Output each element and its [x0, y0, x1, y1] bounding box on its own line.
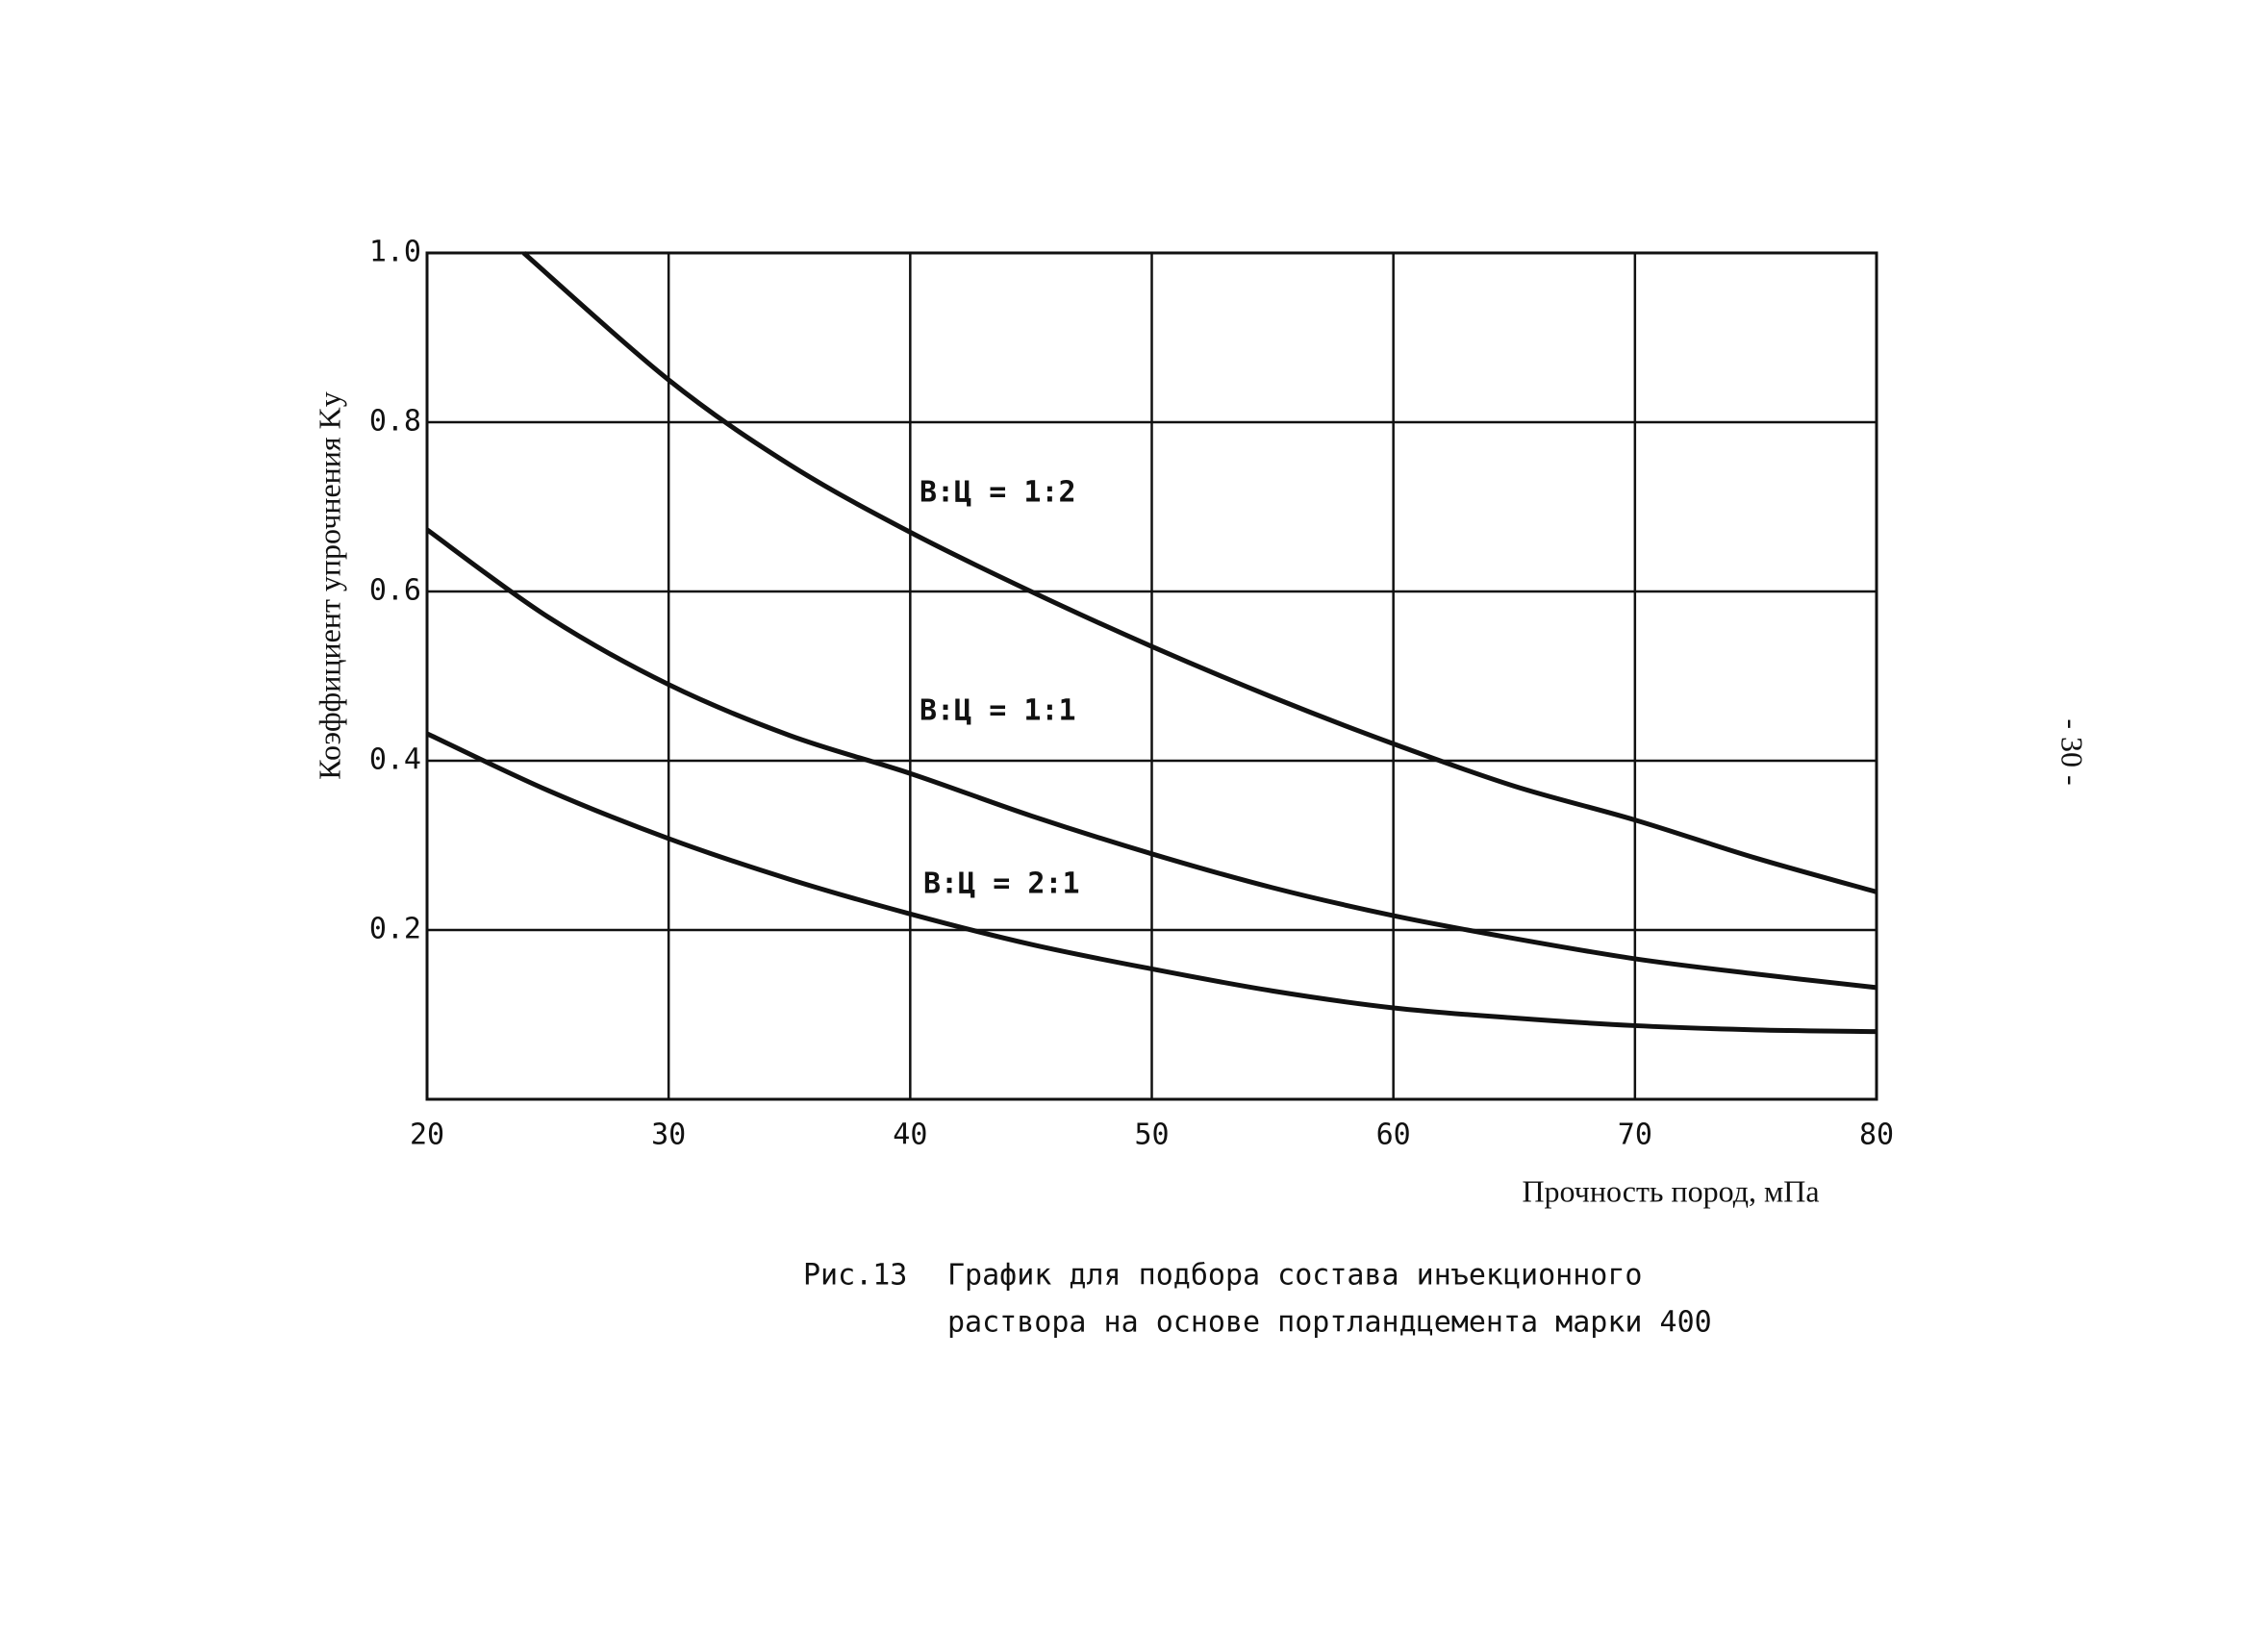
series-label: В:Ц = 1:1	[920, 694, 1076, 728]
x-tick-label: 30	[651, 1119, 686, 1152]
y-axis-label: Коэффициент упрочнения Kу	[312, 391, 346, 779]
y-tick-label: 0.6	[369, 574, 421, 608]
page-number: - 30 -	[2055, 718, 2090, 785]
series-label: В:Ц = 2:1	[923, 867, 1080, 901]
data-line	[425, 731, 1877, 1035]
x-tick-label: 40	[893, 1119, 927, 1152]
y-tick-label: 0.4	[369, 743, 421, 777]
y-tick-label: 0.2	[369, 913, 421, 946]
x-tick-label: 70	[1618, 1119, 1652, 1152]
caption-line: раствора на основе портландцемента марки…	[947, 1306, 1712, 1340]
x-axis-label: Прочность пород, мПа	[1522, 1173, 1819, 1208]
caption-line: График для подбора состава инъекционного	[947, 1259, 1642, 1293]
x-tick-label: 50	[1134, 1119, 1169, 1152]
series-label: В:Ц = 1:2	[920, 476, 1076, 510]
data-line	[521, 251, 1877, 894]
y-tick-label: 0.8	[369, 405, 421, 439]
y-tick-label: 1.0	[369, 236, 421, 269]
x-tick-label: 80	[1859, 1119, 1894, 1152]
figure-number: Рис.13	[803, 1259, 907, 1293]
x-tick-label: 60	[1376, 1119, 1411, 1152]
x-tick-label: 20	[410, 1119, 444, 1152]
data-line	[425, 527, 1877, 991]
